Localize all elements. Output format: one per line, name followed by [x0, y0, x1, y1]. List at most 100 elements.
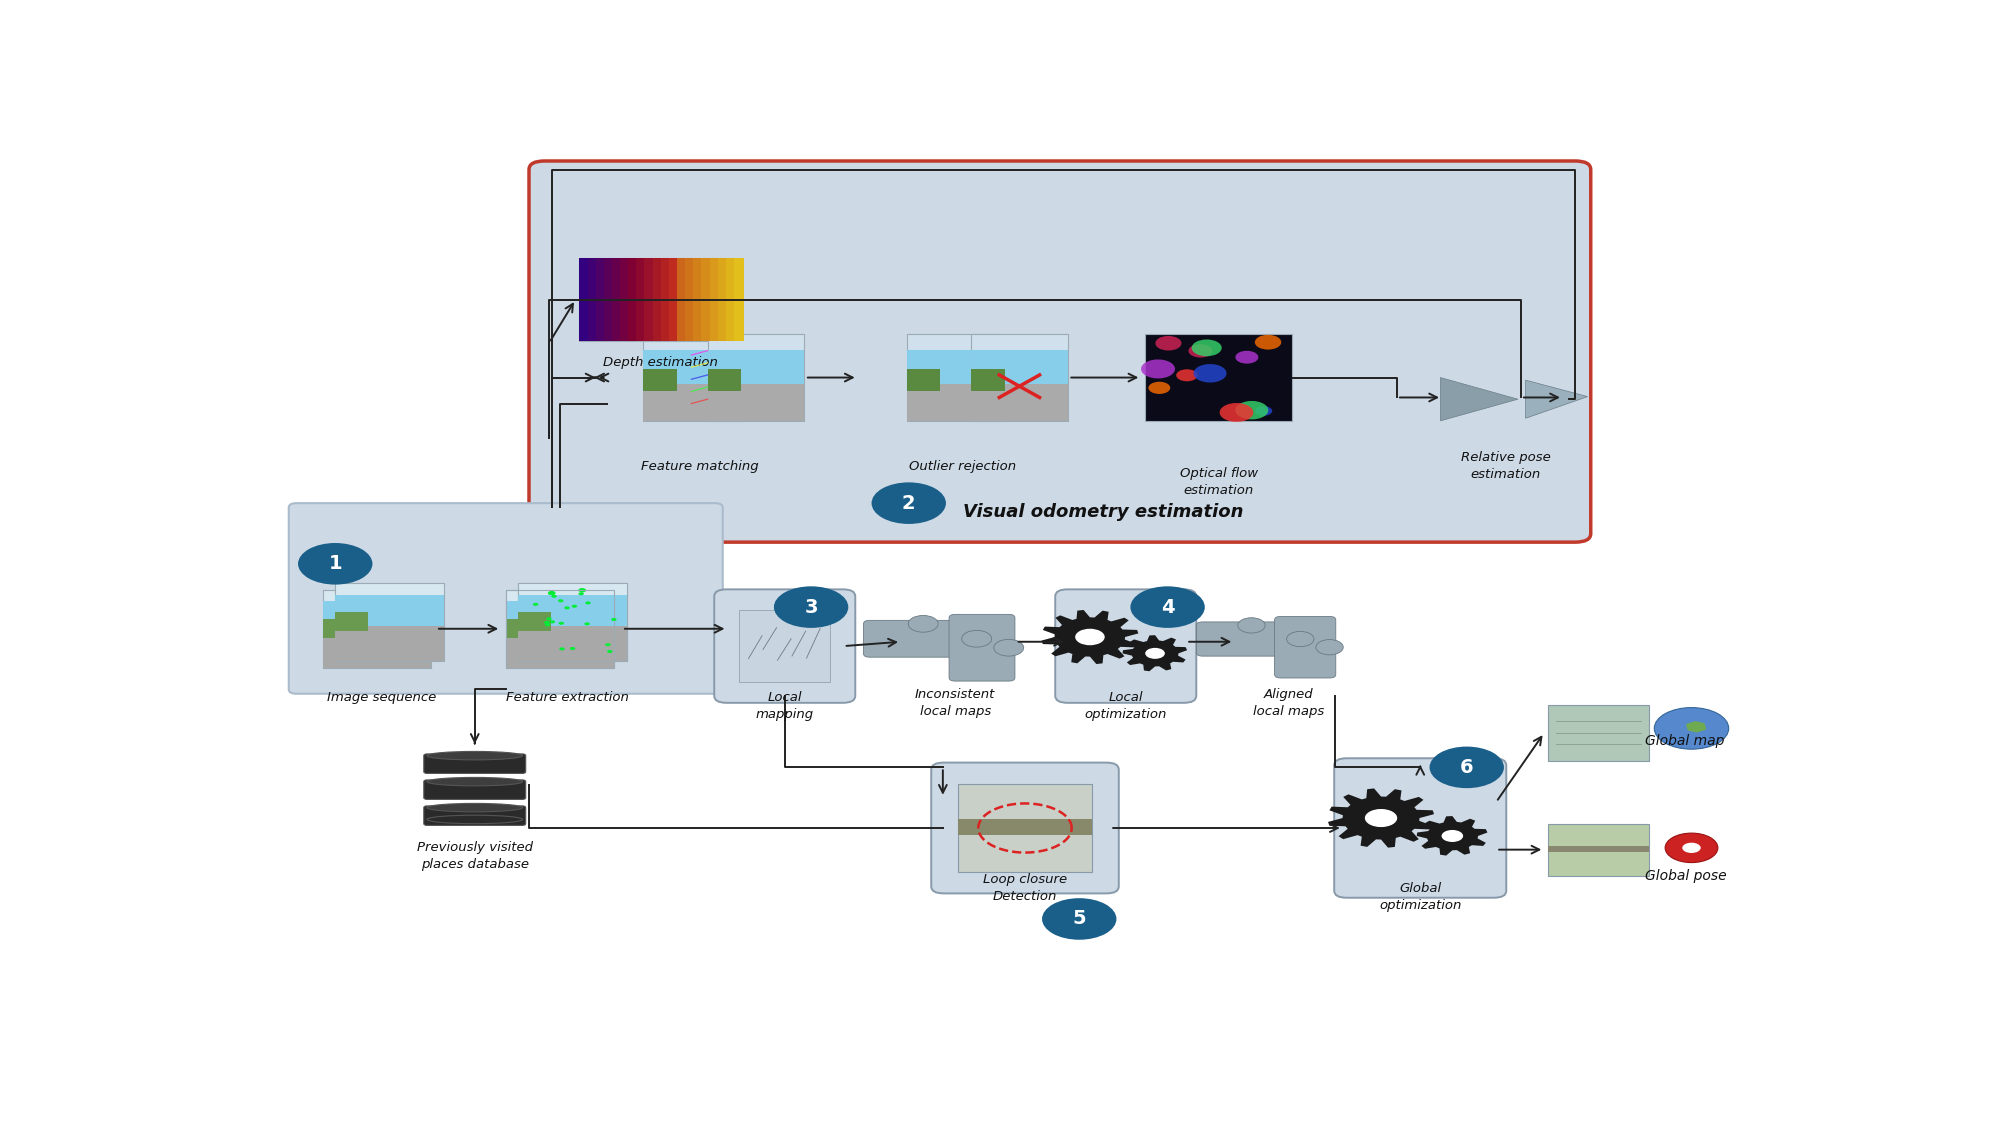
Circle shape	[570, 602, 578, 606]
FancyBboxPatch shape	[958, 819, 1092, 835]
Circle shape	[1254, 335, 1282, 350]
Text: Local
mapping: Local mapping	[756, 691, 814, 721]
FancyBboxPatch shape	[518, 583, 626, 660]
Text: Global
optimization: Global optimization	[1380, 882, 1462, 911]
Text: Previously visited
places database: Previously visited places database	[416, 842, 532, 871]
FancyBboxPatch shape	[734, 259, 744, 341]
FancyBboxPatch shape	[322, 632, 432, 668]
Text: 2: 2	[902, 494, 916, 513]
Circle shape	[564, 606, 570, 610]
Circle shape	[962, 630, 992, 647]
Text: Visual odometry estimation: Visual odometry estimation	[964, 503, 1244, 521]
Text: Optical flow
estimation: Optical flow estimation	[1180, 467, 1258, 497]
Ellipse shape	[426, 803, 522, 812]
FancyBboxPatch shape	[1548, 824, 1648, 875]
Circle shape	[544, 621, 550, 624]
FancyBboxPatch shape	[972, 334, 1068, 421]
Circle shape	[550, 620, 556, 623]
Polygon shape	[1328, 789, 1434, 847]
FancyBboxPatch shape	[1548, 704, 1648, 760]
Circle shape	[872, 483, 946, 524]
FancyBboxPatch shape	[708, 369, 742, 390]
Circle shape	[570, 647, 576, 650]
FancyBboxPatch shape	[644, 385, 740, 421]
Circle shape	[578, 588, 586, 593]
Text: Image sequence: Image sequence	[328, 691, 436, 704]
FancyBboxPatch shape	[660, 259, 670, 341]
Circle shape	[560, 647, 564, 650]
Ellipse shape	[426, 752, 522, 759]
FancyBboxPatch shape	[694, 259, 702, 341]
FancyBboxPatch shape	[668, 259, 678, 341]
Text: 4: 4	[1160, 597, 1174, 616]
Circle shape	[528, 600, 534, 604]
FancyBboxPatch shape	[644, 259, 654, 341]
Circle shape	[994, 639, 1024, 656]
FancyBboxPatch shape	[950, 614, 1014, 681]
FancyBboxPatch shape	[906, 334, 1004, 421]
FancyBboxPatch shape	[906, 350, 1004, 385]
Polygon shape	[1526, 380, 1588, 418]
Text: Inconsistent
local maps: Inconsistent local maps	[916, 687, 996, 718]
FancyBboxPatch shape	[620, 259, 630, 341]
Circle shape	[578, 592, 584, 595]
FancyBboxPatch shape	[972, 385, 1068, 421]
Circle shape	[908, 615, 938, 632]
FancyBboxPatch shape	[678, 259, 686, 341]
FancyBboxPatch shape	[518, 594, 626, 626]
Circle shape	[616, 616, 622, 621]
FancyBboxPatch shape	[636, 259, 646, 341]
Circle shape	[540, 623, 548, 628]
FancyBboxPatch shape	[288, 503, 722, 694]
Circle shape	[552, 595, 556, 597]
FancyBboxPatch shape	[336, 626, 444, 660]
FancyBboxPatch shape	[506, 590, 614, 668]
Circle shape	[546, 618, 552, 620]
FancyBboxPatch shape	[628, 259, 638, 341]
Circle shape	[1192, 340, 1222, 357]
FancyBboxPatch shape	[1196, 622, 1306, 656]
FancyBboxPatch shape	[864, 620, 982, 657]
Circle shape	[1236, 351, 1258, 363]
Text: Feature extraction: Feature extraction	[506, 691, 630, 704]
Circle shape	[572, 605, 578, 608]
FancyBboxPatch shape	[322, 619, 356, 638]
Circle shape	[1254, 406, 1272, 416]
Circle shape	[540, 620, 548, 624]
Ellipse shape	[426, 777, 522, 786]
FancyBboxPatch shape	[518, 626, 626, 660]
FancyBboxPatch shape	[644, 350, 740, 385]
Text: 6: 6	[1460, 758, 1474, 777]
Circle shape	[584, 622, 590, 626]
FancyBboxPatch shape	[708, 334, 804, 421]
FancyBboxPatch shape	[612, 259, 622, 341]
FancyBboxPatch shape	[506, 619, 538, 638]
FancyBboxPatch shape	[686, 259, 694, 341]
FancyBboxPatch shape	[906, 369, 940, 390]
Circle shape	[298, 543, 372, 585]
Circle shape	[1442, 830, 1464, 842]
Text: Feature matching: Feature matching	[640, 460, 758, 472]
Circle shape	[1364, 809, 1398, 827]
FancyBboxPatch shape	[424, 754, 526, 773]
Circle shape	[1142, 359, 1176, 378]
Circle shape	[1130, 586, 1204, 628]
Circle shape	[586, 602, 590, 604]
Circle shape	[612, 618, 616, 621]
FancyBboxPatch shape	[588, 259, 598, 341]
Circle shape	[594, 632, 602, 637]
Circle shape	[556, 621, 564, 626]
Text: Depth estimation: Depth estimation	[604, 356, 718, 369]
FancyBboxPatch shape	[1334, 758, 1506, 898]
Circle shape	[556, 596, 564, 601]
FancyBboxPatch shape	[336, 583, 444, 660]
Circle shape	[1316, 640, 1344, 655]
Circle shape	[1146, 648, 1164, 659]
Polygon shape	[1416, 816, 1488, 856]
Circle shape	[546, 620, 554, 624]
FancyBboxPatch shape	[322, 602, 432, 632]
Circle shape	[1194, 364, 1226, 382]
Circle shape	[1286, 631, 1314, 647]
Circle shape	[586, 598, 594, 603]
Text: 5: 5	[1072, 909, 1086, 928]
